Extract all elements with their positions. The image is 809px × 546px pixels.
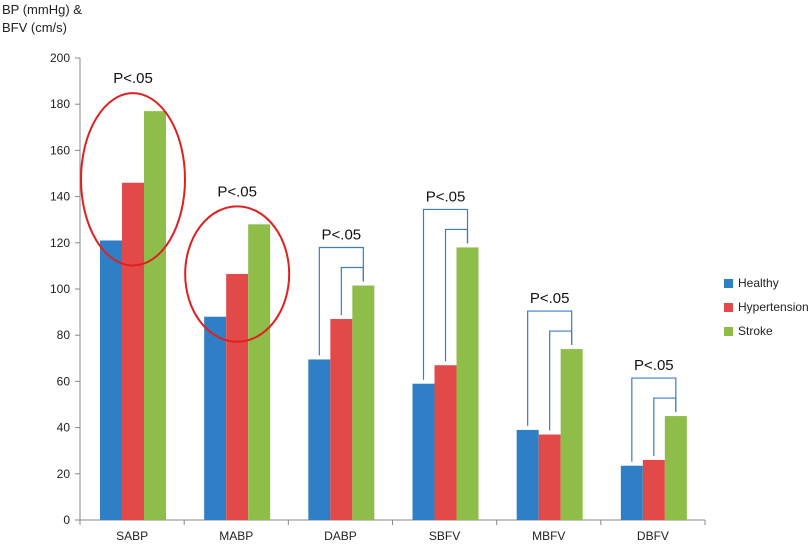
y-tick-label: 80 xyxy=(57,328,71,342)
bar-stroke-mabp xyxy=(248,224,271,520)
bar-stroke-sbfv xyxy=(456,247,479,521)
legend-label-healthy: Healthy xyxy=(738,276,779,290)
bar-healthy-dabp xyxy=(308,359,331,520)
y-tick-label: 140 xyxy=(50,190,70,204)
legend-item-stroke: Stroke xyxy=(724,319,809,343)
significance-bracket-outer xyxy=(422,208,469,380)
bar-healthy-mbfv xyxy=(516,429,539,520)
bar-healthy-sabp xyxy=(100,240,122,521)
y-axis-label-line-1: BP (mmHg) & xyxy=(2,2,82,17)
legend: Healthy Hypertension Stroke xyxy=(724,271,809,343)
y-tick-label: 200 xyxy=(50,51,70,65)
significance-bracket-outer xyxy=(527,310,573,426)
legend-swatch-healthy xyxy=(724,278,733,288)
significance-label: P<.05 xyxy=(530,290,570,307)
significance-bracket-inner xyxy=(653,397,677,456)
legend-swatch-stroke xyxy=(724,326,733,336)
bar-hypertension-dbfv xyxy=(642,459,665,520)
bar-healthy-mabp xyxy=(204,316,227,520)
x-tick-label: SABP xyxy=(116,529,148,543)
significance-label: P<.05 xyxy=(113,70,153,87)
bar-healthy-dbfv xyxy=(620,465,643,520)
y-tick-label: 100 xyxy=(50,282,70,296)
y-tick-label: 40 xyxy=(57,421,71,435)
significance-bracket-outer xyxy=(318,246,364,356)
bar-healthy-sbfv xyxy=(412,383,435,520)
x-tick-label: DABP xyxy=(324,529,357,543)
legend-label-hypertension: Hypertension xyxy=(738,300,809,314)
bar-hypertension-mbfv xyxy=(538,434,561,520)
bar-stroke-mbfv xyxy=(560,349,583,520)
y-tick-label: 160 xyxy=(50,143,70,157)
bar-stroke-sabp xyxy=(144,111,166,520)
y-tick-label: 120 xyxy=(50,236,70,250)
y-tick-label: 60 xyxy=(57,374,71,388)
significance-label: P<.05 xyxy=(217,183,257,200)
bar-hypertension-sbfv xyxy=(434,365,457,520)
bar-stroke-dbfv xyxy=(664,416,687,520)
significance-bracket-inner xyxy=(444,228,469,362)
legend-swatch-hypertension xyxy=(724,302,733,312)
significance-label: P<.05 xyxy=(322,227,362,244)
y-tick-label: 0 xyxy=(63,513,70,527)
x-tick-label: MABP xyxy=(219,529,253,543)
bar-stroke-dabp xyxy=(352,285,375,520)
legend-item-hypertension: Hypertension xyxy=(724,295,809,319)
y-tick-label: 20 xyxy=(57,467,71,481)
significance-bracket-inner xyxy=(340,266,364,316)
significance-circle xyxy=(184,205,291,343)
significance-label: P<.05 xyxy=(634,357,674,374)
significance-circle xyxy=(80,92,186,267)
bar-hypertension-sabp xyxy=(122,182,144,521)
bar-hypertension-mabp xyxy=(226,273,249,520)
x-tick-label: SBFV xyxy=(429,529,460,543)
x-tick-label: DBFV xyxy=(637,529,669,543)
bar-hypertension-dabp xyxy=(330,319,353,520)
significance-bracket-outer xyxy=(631,377,677,462)
x-tick-label: MBFV xyxy=(532,529,565,543)
significance-bracket-inner xyxy=(549,330,573,431)
significance-label: P<.05 xyxy=(426,188,466,205)
legend-label-stroke: Stroke xyxy=(738,324,773,338)
y-tick-label: 180 xyxy=(50,97,70,111)
y-axis-label-line-2: BFV (cm/s) xyxy=(2,20,67,35)
legend-item-healthy: Healthy xyxy=(724,271,809,295)
